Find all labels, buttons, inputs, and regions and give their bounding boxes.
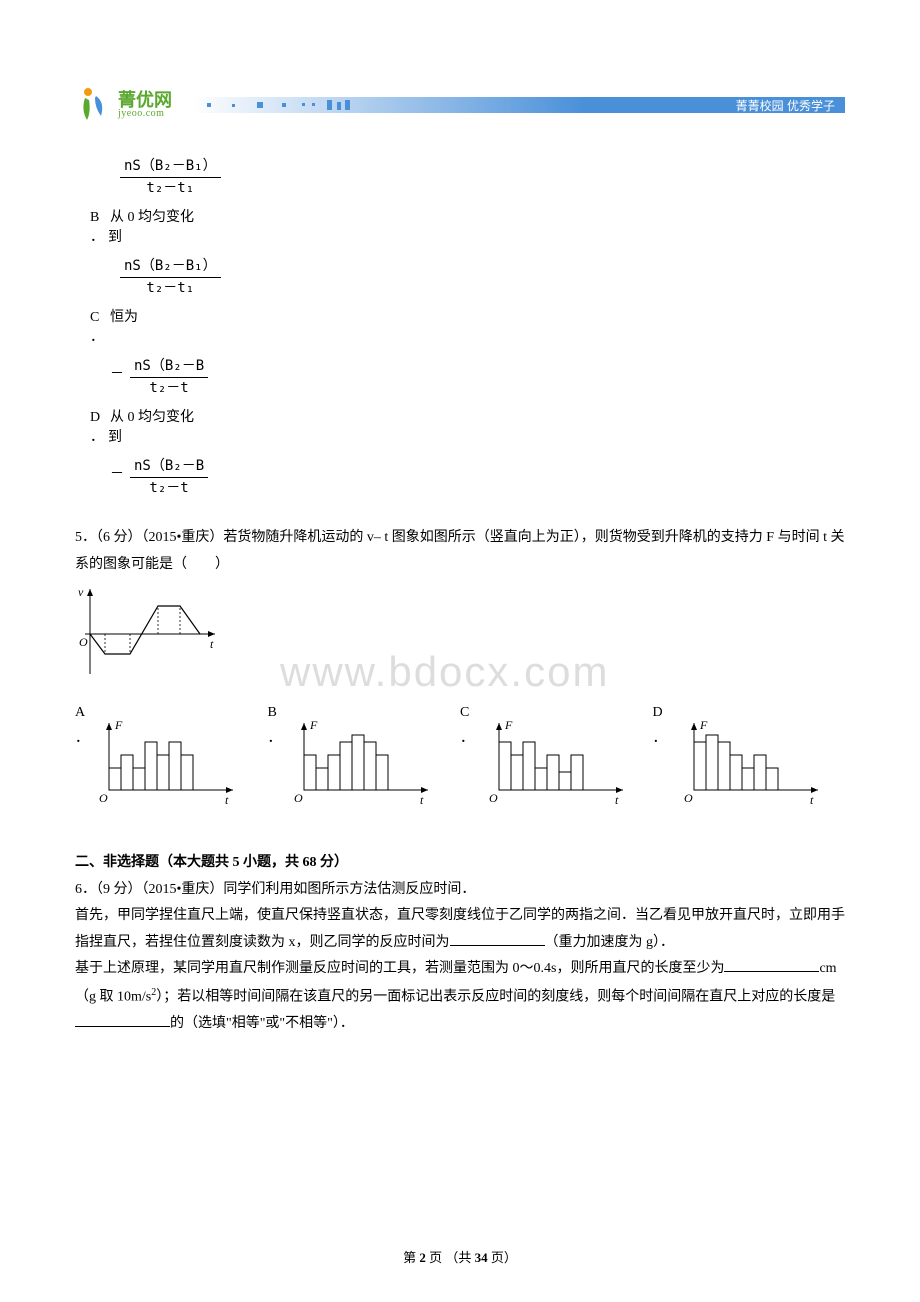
- q5-bar-b: Ft O: [292, 715, 462, 816]
- header-dots-icon: [192, 97, 392, 113]
- section2-heading: 二、非选择题（本大题共 5 小题，共 68 分）: [75, 852, 845, 873]
- svg-text:v: v: [78, 585, 84, 599]
- svg-text:F: F: [114, 718, 123, 732]
- option-label: C: [90, 307, 110, 328]
- q5-text: 5．（6 分）（2015•重庆）若货物随升降机运动的 v– t 图象如图所示（竖…: [75, 525, 845, 578]
- svg-text:F: F: [504, 718, 513, 732]
- page-header: 菁优网 jyeoo.com 菁菁校园 优秀学子: [75, 82, 845, 128]
- q5-bar-c: Ft O: [487, 715, 657, 816]
- svg-text:t: t: [420, 793, 424, 805]
- q4-option-b: B 从 0 均匀变化: [75, 207, 845, 228]
- option-dot: ．: [75, 726, 89, 753]
- svg-text:t: t: [615, 793, 619, 805]
- frac-num: nS（B₂－B: [130, 456, 208, 478]
- logo-text-cn: 菁优网: [118, 91, 172, 109]
- svg-text:F: F: [699, 718, 708, 732]
- logo-text-en: jyeoo.com: [118, 109, 172, 119]
- svg-text:O: O: [684, 791, 693, 805]
- option-dot: ．: [460, 726, 474, 753]
- q6-line1: 6．（9 分）（2015•重庆）同学们利用如图所示方法估测反应时间．: [75, 877, 845, 904]
- q6-line3: 基于上述原理，某同学用直尺制作测量反应时间的工具，若测量范围为 0～0.4s，则…: [75, 956, 845, 1037]
- watermark: www.bdocx.com: [280, 648, 609, 696]
- svg-text:O: O: [294, 791, 303, 805]
- content-area: nS（B₂－B₁） t₂－t₁ B 从 0 均匀变化 ．到 nS（B₂－B₁） …: [75, 150, 845, 1038]
- svg-text:t: t: [210, 637, 214, 651]
- option-label: B: [90, 207, 110, 228]
- q5-bar-d: Ft O: [682, 715, 852, 816]
- option-text: 恒为: [110, 307, 138, 328]
- option-text: 从 0 均匀变化: [110, 207, 194, 228]
- header-stripe: 菁菁校园 优秀学子: [192, 97, 845, 113]
- option-text: 从 0 均匀变化: [110, 407, 194, 428]
- frac-den: t₂－t₁: [120, 278, 221, 299]
- svg-text:O: O: [79, 635, 88, 649]
- blank-3: [75, 1013, 170, 1027]
- frac-den: t₂－t₁: [120, 178, 221, 199]
- q6: 6．（9 分）（2015•重庆）同学们利用如图所示方法估测反应时间． 首先，甲同…: [75, 877, 845, 1038]
- frac-den: t₂－t: [130, 378, 208, 399]
- frac-num: nS（B₂－B₁）: [120, 256, 221, 278]
- option-label: D: [90, 407, 110, 428]
- option-dot: ．到: [75, 227, 845, 248]
- page-footer: 第 2 页 （共 34 页）: [0, 1247, 920, 1266]
- logo-icon: [75, 86, 113, 124]
- option-dot: ．到: [75, 427, 845, 448]
- svg-text:t: t: [810, 793, 814, 805]
- svg-text:O: O: [489, 791, 498, 805]
- frac-num: nS（B₂－B₁）: [120, 156, 221, 178]
- option-dot: ．: [268, 726, 282, 753]
- q4-option-a-formula: nS（B₂－B₁） t₂－t₁: [75, 150, 845, 199]
- frac-num: nS（B₂－B: [130, 356, 208, 378]
- frac-den: t₂－t: [130, 478, 208, 499]
- option-dot: ．: [75, 327, 845, 348]
- q6-line2: 首先，甲同学捏住直尺上端，使直尺保持竖直状态，直尺零刻度线位于乙同学的两指之间．…: [75, 903, 845, 956]
- logo: 菁优网 jyeoo.com: [75, 86, 172, 124]
- q4-option-d: D 从 0 均匀变化: [75, 407, 845, 428]
- svg-text:F: F: [309, 718, 318, 732]
- blank-2: [724, 958, 819, 972]
- header-tagline: 菁菁校园 优秀学子: [736, 97, 835, 114]
- svg-text:O: O: [99, 791, 108, 805]
- option-label: A: [75, 700, 85, 727]
- q4-option-c: C 恒为: [75, 307, 845, 328]
- q5-bar-a: Ft O: [97, 715, 267, 816]
- option-label: B: [268, 700, 277, 727]
- blank-1: [450, 932, 545, 946]
- svg-text:t: t: [225, 793, 229, 805]
